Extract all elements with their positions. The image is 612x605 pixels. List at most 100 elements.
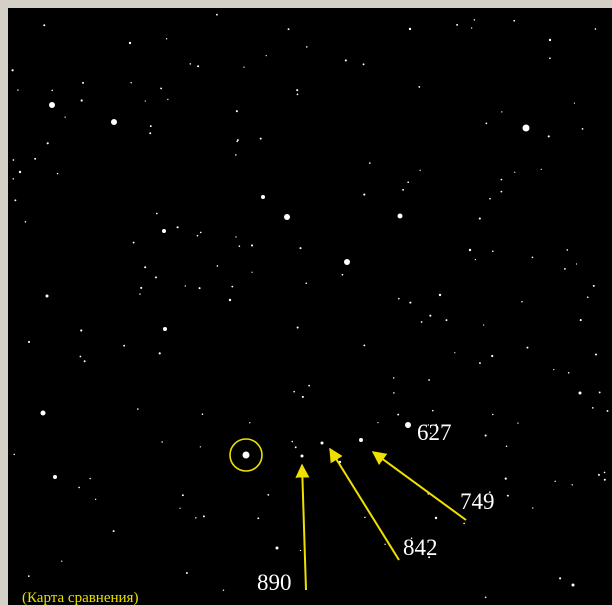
star bbox=[581, 128, 584, 130]
star bbox=[53, 475, 57, 479]
star bbox=[257, 517, 260, 520]
star bbox=[243, 66, 245, 68]
star bbox=[56, 172, 59, 175]
star bbox=[597, 473, 600, 476]
star bbox=[112, 530, 115, 533]
sky bbox=[8, 8, 612, 605]
star bbox=[176, 226, 179, 229]
star bbox=[491, 354, 494, 358]
star bbox=[144, 266, 147, 269]
star bbox=[242, 451, 250, 459]
star bbox=[553, 369, 555, 371]
stars bbox=[11, 13, 609, 599]
star bbox=[571, 583, 575, 587]
star bbox=[82, 81, 85, 84]
star bbox=[161, 441, 163, 443]
star bbox=[470, 27, 473, 29]
star bbox=[431, 409, 434, 412]
star bbox=[405, 422, 411, 428]
star bbox=[267, 493, 270, 496]
star bbox=[359, 438, 363, 442]
label-749: 749 bbox=[460, 489, 495, 514]
star bbox=[154, 276, 157, 279]
star bbox=[156, 212, 158, 215]
star bbox=[468, 248, 472, 252]
star bbox=[17, 89, 19, 91]
star bbox=[377, 422, 379, 424]
star bbox=[344, 59, 347, 62]
star bbox=[139, 293, 141, 295]
star bbox=[80, 99, 83, 102]
star bbox=[567, 371, 570, 374]
label-627: 627 bbox=[417, 420, 452, 445]
star bbox=[478, 217, 481, 220]
star bbox=[409, 301, 412, 304]
star bbox=[299, 247, 302, 250]
caption: (Карта сравнения) bbox=[22, 590, 138, 605]
star bbox=[434, 516, 438, 520]
arrow-749 bbox=[371, 451, 467, 521]
star bbox=[64, 116, 66, 118]
star bbox=[199, 231, 202, 234]
star bbox=[160, 87, 163, 90]
star bbox=[504, 477, 507, 480]
star bbox=[489, 197, 491, 200]
star bbox=[94, 498, 97, 501]
star bbox=[402, 188, 405, 191]
star bbox=[215, 13, 218, 16]
star bbox=[11, 69, 14, 72]
star bbox=[483, 324, 485, 326]
star bbox=[398, 297, 400, 300]
star bbox=[606, 409, 609, 412]
star bbox=[167, 98, 169, 101]
star bbox=[249, 422, 251, 424]
star bbox=[89, 477, 91, 480]
star bbox=[566, 249, 569, 251]
star bbox=[586, 296, 589, 298]
star bbox=[301, 395, 304, 398]
star bbox=[592, 284, 595, 287]
star bbox=[308, 384, 311, 387]
star bbox=[306, 46, 308, 48]
star bbox=[598, 391, 601, 394]
star bbox=[419, 169, 421, 171]
star bbox=[363, 344, 366, 347]
star bbox=[14, 199, 17, 202]
star bbox=[27, 340, 31, 343]
star bbox=[13, 453, 15, 456]
star bbox=[522, 124, 530, 132]
star bbox=[132, 241, 135, 244]
star bbox=[199, 446, 202, 448]
star bbox=[563, 268, 566, 270]
star bbox=[473, 19, 476, 21]
star bbox=[513, 19, 516, 22]
star bbox=[435, 423, 438, 426]
star bbox=[488, 491, 491, 493]
star bbox=[517, 422, 519, 424]
star bbox=[549, 57, 551, 60]
star bbox=[165, 38, 168, 40]
star bbox=[429, 314, 432, 317]
star bbox=[540, 168, 542, 170]
star bbox=[485, 122, 488, 125]
star bbox=[397, 413, 400, 416]
star bbox=[305, 282, 308, 284]
star bbox=[571, 484, 573, 486]
star bbox=[554, 480, 556, 483]
star bbox=[216, 265, 219, 267]
star bbox=[202, 515, 205, 518]
star bbox=[341, 273, 344, 276]
star bbox=[363, 193, 366, 196]
star bbox=[80, 329, 83, 332]
star bbox=[445, 319, 448, 322]
star bbox=[236, 139, 239, 142]
star bbox=[408, 27, 412, 31]
star bbox=[284, 214, 290, 220]
star bbox=[501, 111, 503, 113]
star bbox=[418, 86, 421, 88]
star bbox=[195, 517, 197, 519]
star bbox=[594, 28, 597, 30]
star bbox=[500, 190, 503, 193]
star bbox=[521, 301, 523, 303]
